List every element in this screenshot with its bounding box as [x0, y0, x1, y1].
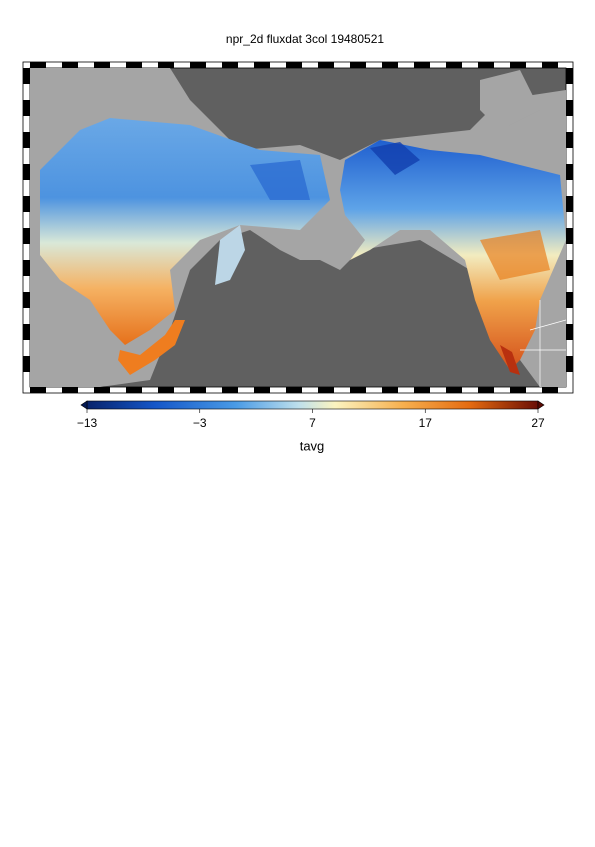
colorbar-tick-label: −3 — [193, 416, 207, 430]
frame-tick — [382, 62, 398, 68]
colorbar-tick-label: −13 — [77, 416, 98, 430]
frame-tick — [94, 387, 110, 393]
colorbar-tick-label: 7 — [309, 416, 316, 430]
frame-tick — [23, 132, 30, 148]
frame-tick — [222, 387, 238, 393]
frame-tick — [222, 62, 238, 68]
frame-tick — [566, 292, 573, 308]
frame-tick — [30, 62, 46, 68]
frame-tick — [286, 387, 302, 393]
colorbar — [80, 400, 545, 413]
frame-tick — [542, 387, 558, 393]
colorbar-tick-label: 17 — [419, 416, 433, 430]
frame-tick — [23, 260, 30, 276]
frame-tick — [190, 62, 206, 68]
frame-tick — [566, 324, 573, 340]
colorbar-over — [537, 400, 545, 410]
frame-tick — [30, 387, 46, 393]
frame-tick — [158, 387, 174, 393]
frame-tick — [566, 100, 573, 116]
frame-tick — [478, 387, 494, 393]
frame-tick — [126, 387, 142, 393]
map-title: npr_2d fluxdat 3col 19480521 — [226, 32, 384, 46]
frame-tick — [23, 292, 30, 308]
frame-tick — [23, 324, 30, 340]
frame-tick — [23, 228, 30, 244]
frame-tick — [446, 62, 462, 68]
frame-tick — [478, 62, 494, 68]
colorbar-tick-label: 27 — [531, 416, 545, 430]
frame-tick — [382, 387, 398, 393]
frame-tick — [414, 62, 430, 68]
frame-tick — [566, 68, 573, 84]
frame-tick — [566, 164, 573, 180]
frame-tick — [94, 62, 110, 68]
frame-tick — [254, 62, 270, 68]
frame-tick — [446, 387, 462, 393]
frame-tick — [126, 62, 142, 68]
frame-tick — [62, 387, 78, 393]
map-body — [30, 68, 566, 387]
frame-tick — [23, 196, 30, 212]
frame-tick — [414, 387, 430, 393]
frame-tick — [23, 100, 30, 116]
frame-tick — [566, 228, 573, 244]
frame-tick — [254, 387, 270, 393]
frame-tick — [62, 62, 78, 68]
frame-tick — [510, 62, 526, 68]
frame-tick — [566, 196, 573, 212]
frame-tick — [158, 62, 174, 68]
colorbar-label: tavg — [300, 438, 325, 453]
frame-tick — [510, 387, 526, 393]
frame-tick — [318, 387, 334, 393]
frame-tick — [350, 62, 366, 68]
frame-tick — [566, 356, 573, 372]
frame-tick — [318, 62, 334, 68]
colorbar-scale — [86, 400, 539, 410]
frame-tick — [23, 356, 30, 372]
frame-tick — [566, 260, 573, 276]
frame-tick — [23, 68, 30, 84]
frame-tick — [350, 387, 366, 393]
frame-tick — [190, 387, 206, 393]
frame-tick — [23, 164, 30, 180]
frame-tick — [286, 62, 302, 68]
frame-tick — [542, 62, 558, 68]
frame-tick — [566, 132, 573, 148]
colorbar-under — [80, 400, 88, 410]
